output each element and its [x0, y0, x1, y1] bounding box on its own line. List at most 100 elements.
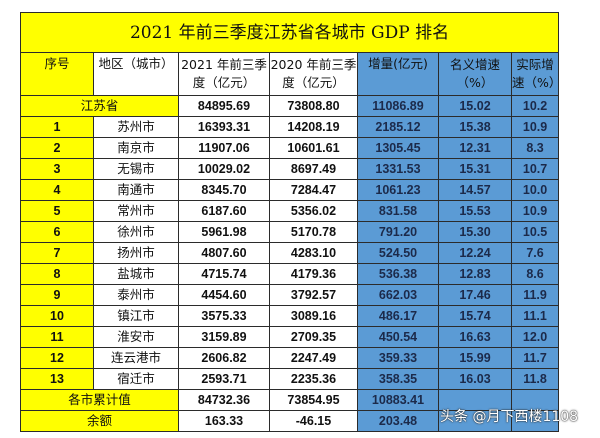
city-cell: 南通市 [93, 179, 179, 201]
city-cell: 徐州市 [93, 221, 179, 243]
rank-cell: 12 [20, 347, 94, 369]
gdp-2021-cell: 4454.60 [178, 284, 270, 306]
increase-cell: 11086.89 [357, 95, 439, 117]
nominal-growth-cell: 16.03 [438, 368, 512, 390]
city-cell: 淮安市 [93, 326, 179, 348]
table-row: 13 宿迁市 2593.71 2235.36 358.35 16.03 11.8 [20, 368, 560, 390]
city-cell: 盐城市 [93, 263, 179, 285]
nominal-growth-cell: 12.24 [438, 242, 512, 264]
gdp-2020-cell: 2247.49 [269, 347, 358, 369]
city-cell: 宿迁市 [93, 368, 179, 390]
gdp-2021-cell: 8345.70 [178, 179, 270, 201]
gdp-2021-cell: 6187.60 [178, 200, 270, 222]
increase-cell: 10883.41 [357, 389, 439, 411]
real-growth-cell: 10.2 [510, 95, 560, 117]
increase-cell: 524.50 [357, 242, 439, 264]
rank-cell: 11 [20, 326, 94, 348]
sum-label: 各市累计值 [20, 389, 179, 411]
city-cell: 泰州市 [93, 284, 179, 306]
table-row: 10 镇江市 3575.33 3089.16 486.17 15.74 11.1 [20, 305, 560, 327]
header-rank: 序号 [20, 52, 94, 96]
gdp-2020-cell: 7284.47 [269, 179, 358, 201]
header-real-growth: 实际增速（%） [510, 52, 560, 96]
rank-cell: 1 [20, 116, 94, 138]
gdp-2021-cell: 3159.89 [178, 326, 270, 348]
increase-cell: 2185.12 [357, 116, 439, 138]
real-growth-cell: 11.9 [510, 284, 560, 306]
real-growth-cell: 10.0 [510, 179, 560, 201]
header-gdp-2020: 2020 年前三季度（亿元） [269, 52, 358, 96]
gdp-2020-cell: 73854.95 [269, 389, 358, 411]
rank-cell: 13 [20, 368, 94, 390]
city-rows: 1 苏州市 16393.31 14208.19 2185.12 15.38 10.9 2 南京市… [20, 116, 560, 390]
nominal-growth-cell: 16.63 [438, 326, 512, 348]
table-row: 9 泰州市 4454.60 3792.57 662.03 17.46 11.9 [20, 284, 560, 306]
gdp-2020-cell: 14208.19 [269, 116, 358, 138]
watermark: 头条 @月下西楼1108 [440, 409, 579, 425]
gdp-2021-cell: 2593.71 [178, 368, 270, 390]
increase-cell: 359.33 [357, 347, 439, 369]
gdp-2020-cell: 3792.57 [269, 284, 358, 306]
nominal-growth-cell: 17.46 [438, 284, 512, 306]
province-label: 江苏省 [20, 95, 179, 117]
gdp-2021-cell: 4807.60 [178, 242, 270, 264]
gdp-2020-cell: 10601.61 [269, 137, 358, 159]
gdp-2020-cell: 2709.35 [269, 326, 358, 348]
real-growth-cell: 7.6 [510, 242, 560, 264]
rank-cell: 2 [20, 137, 94, 159]
increase-cell: 791.20 [357, 221, 439, 243]
rank-cell: 3 [20, 158, 94, 180]
gdp-2021-cell: 16393.31 [178, 116, 270, 138]
remainder-row: 余额 163.33 -46.15 203.48 [20, 410, 560, 432]
gdp-2020-cell: -46.15 [269, 410, 358, 432]
increase-cell: 1061.23 [357, 179, 439, 201]
city-cell: 无锡市 [93, 158, 179, 180]
city-cell: 扬州市 [93, 242, 179, 264]
table-row: 8 盐城市 4715.74 4179.36 536.38 12.83 8.6 [20, 263, 560, 285]
real-growth-cell: 8.6 [510, 263, 560, 285]
table-row: 2 南京市 11907.06 10601.61 1305.45 12.31 8.3 [20, 137, 560, 159]
table-row: 1 苏州市 16393.31 14208.19 2185.12 15.38 10.9 [20, 116, 560, 138]
real-growth-cell [510, 389, 560, 411]
real-growth-cell: 11.7 [510, 347, 560, 369]
gdp-2021-cell: 2606.82 [178, 347, 270, 369]
gdp-2020-cell: 73808.80 [269, 95, 358, 117]
increase-cell: 536.38 [357, 263, 439, 285]
nominal-growth-cell: 15.31 [438, 158, 512, 180]
nominal-growth-cell: 12.31 [438, 137, 512, 159]
nominal-growth-cell: 15.74 [438, 305, 512, 327]
nominal-growth-cell [438, 410, 512, 432]
gdp-2020-cell: 3089.16 [269, 305, 358, 327]
sum-row: 各市累计值 84732.36 73854.95 10883.41 [20, 389, 560, 411]
gdp-2021-cell: 3575.33 [178, 305, 270, 327]
rank-cell: 6 [20, 221, 94, 243]
gdp-2021-cell: 11907.06 [178, 137, 270, 159]
increase-cell: 662.03 [357, 284, 439, 306]
nominal-growth-cell: 12.83 [438, 263, 512, 285]
increase-cell: 831.58 [357, 200, 439, 222]
city-cell: 常州市 [93, 200, 179, 222]
header-row: 序号 地区（城市） 2021 年前三季度（亿元） 2020 年前三季度（亿元） … [20, 52, 560, 96]
gdp-2021-cell: 10029.02 [178, 158, 270, 180]
rank-cell: 5 [20, 200, 94, 222]
real-growth-cell: 10.7 [510, 158, 560, 180]
gdp-2021-cell: 5961.98 [178, 221, 270, 243]
gdp-2020-cell: 5356.02 [269, 200, 358, 222]
nominal-growth-cell: 15.02 [438, 95, 512, 117]
header-gdp-2021: 2021 年前三季度（亿元） [178, 52, 270, 96]
remainder-label: 余额 [20, 410, 179, 432]
gdp-2021-cell: 4715.74 [178, 263, 270, 285]
header-nominal-growth: 名义增速（%） [438, 52, 512, 96]
real-growth-cell: 11.8 [510, 368, 560, 390]
nominal-growth-cell: 15.38 [438, 116, 512, 138]
gdp-2021-cell: 84895.69 [178, 95, 270, 117]
city-cell: 连云港市 [93, 347, 179, 369]
table-row: 6 徐州市 5961.98 5170.78 791.20 15.30 10.5 [20, 221, 560, 243]
gdp-2020-cell: 8697.49 [269, 158, 358, 180]
table-row: 3 无锡市 10029.02 8697.49 1331.53 15.31 10.7 [20, 158, 560, 180]
gdp-2020-cell: 2235.36 [269, 368, 358, 390]
increase-cell: 358.35 [357, 368, 439, 390]
nominal-growth-cell: 14.57 [438, 179, 512, 201]
nominal-growth-cell: 15.99 [438, 347, 512, 369]
rank-cell: 10 [20, 305, 94, 327]
